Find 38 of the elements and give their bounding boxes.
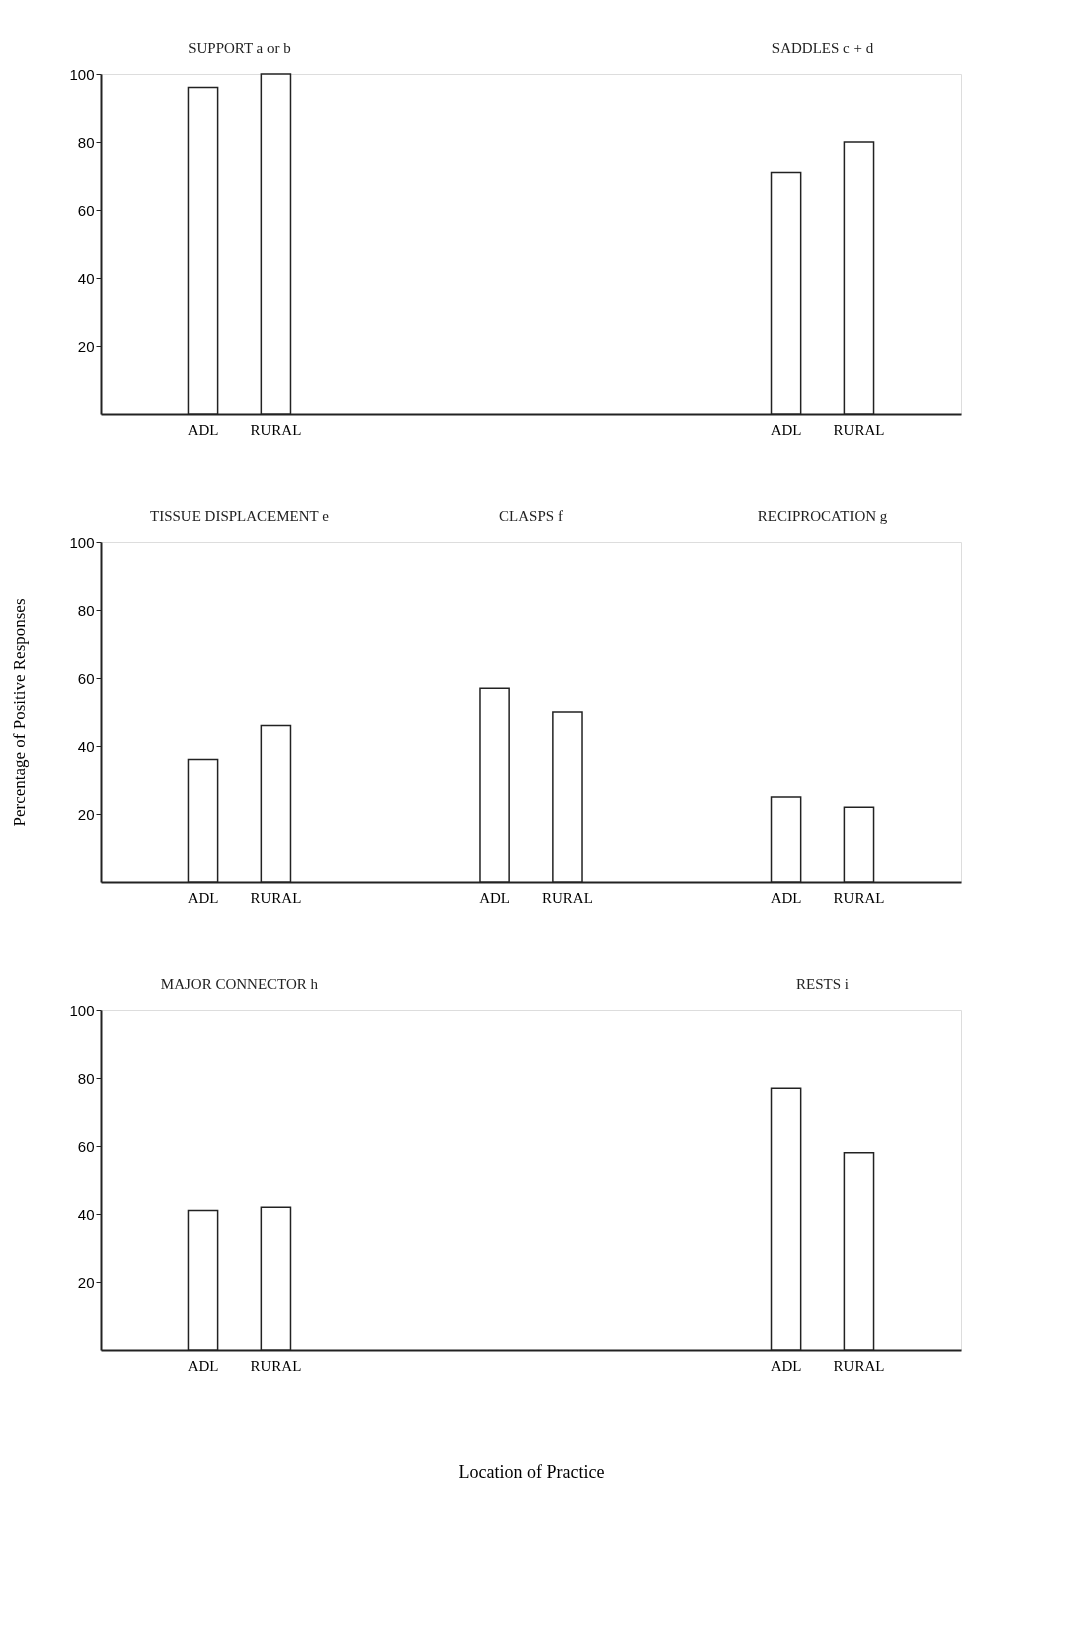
- x-tick-label: ADL: [187, 1357, 219, 1374]
- text: SUPPORT a or b: [188, 40, 291, 56]
- x-tick-label: ADL: [770, 1357, 802, 1374]
- x-tick-label: ADL: [187, 889, 219, 906]
- text: CLASPS f: [499, 508, 563, 524]
- y-tick-label: 80: [77, 601, 95, 619]
- x-tick-label: RURAL: [542, 889, 593, 906]
- text: MAJOR CONNECTOR h: [160, 976, 319, 992]
- y-tick-label: 20: [77, 337, 95, 355]
- x-tick-label: ADL: [187, 421, 219, 438]
- x-tick-label: RURAL: [250, 1357, 302, 1374]
- y-tick-label: 80: [77, 133, 95, 151]
- y-tick-label: 20: [77, 1273, 95, 1291]
- text: RECIPROCATION g: [757, 508, 888, 524]
- y-tick-label: 40: [77, 1205, 95, 1223]
- x-tick-label: RURAL: [833, 889, 885, 906]
- y-tick-label: 60: [77, 1137, 95, 1155]
- y-tick-label: 80: [77, 1069, 95, 1087]
- y-tick-label: 20: [77, 805, 95, 823]
- x-tick-label: RURAL: [250, 421, 302, 438]
- text: SADDLES c + d: [771, 40, 874, 56]
- y-tick-label: 100: [69, 533, 95, 551]
- x-tick-label: RURAL: [833, 421, 885, 438]
- x-tick-label: ADL: [770, 421, 802, 438]
- y-tick-label: 40: [77, 269, 95, 287]
- x-tick-label: RURAL: [833, 1357, 885, 1374]
- x-axis-title: Location of Practice: [458, 1461, 605, 1482]
- x-tick-label: ADL: [479, 889, 510, 906]
- text: TISSUE DISPLACEMENT e: [150, 508, 330, 524]
- text: RESTS i: [796, 976, 849, 992]
- x-tick-label: RURAL: [250, 889, 302, 906]
- y-tick-label: 60: [77, 669, 95, 687]
- y-tick-label: 100: [69, 65, 95, 83]
- y-tick-label: 40: [77, 737, 95, 755]
- y-axis-title: Percentage of Positive Responses: [10, 598, 30, 827]
- y-tick-label: 60: [77, 201, 95, 219]
- y-tick-label: 100: [69, 1001, 95, 1019]
- x-tick-label: ADL: [770, 889, 802, 906]
